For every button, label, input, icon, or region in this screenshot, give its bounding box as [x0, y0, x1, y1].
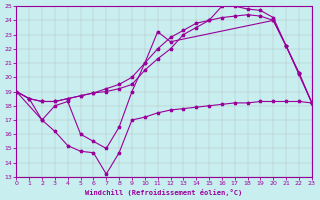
X-axis label: Windchill (Refroidissement éolien,°C): Windchill (Refroidissement éolien,°C)	[85, 189, 243, 196]
